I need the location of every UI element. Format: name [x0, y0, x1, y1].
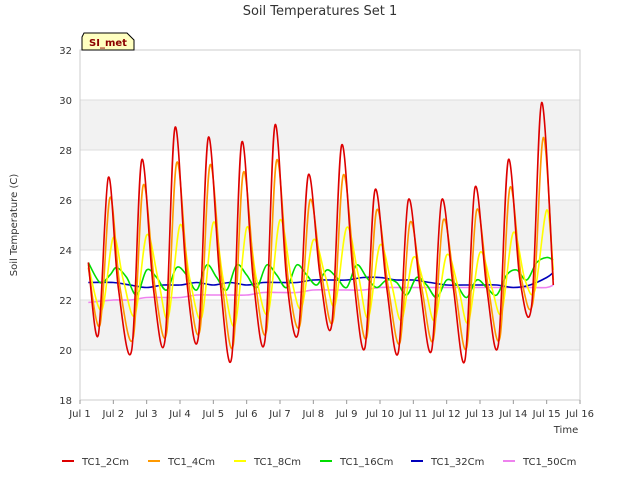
axes: [79, 49, 581, 401]
legend-label: TC1_8Cm: [253, 457, 301, 468]
x-tick-label: Jul 3: [135, 409, 158, 420]
x-tick-label: Jul 7: [268, 409, 291, 420]
badge-box: [81, 32, 135, 51]
series-line-tc1_2cm: [87, 101, 555, 364]
legend-label: TC1_4Cm: [167, 457, 215, 468]
x-tick-label: Jul 14: [498, 409, 527, 420]
x-tick-label: Jul 15: [532, 409, 561, 420]
plot-band: [80, 100, 580, 150]
y-tick-label: 18: [59, 396, 72, 407]
legend-item-tc1_16cm: TC1_16Cm: [320, 457, 393, 468]
chart-title: Soil Temperatures Set 1: [243, 4, 398, 19]
site-badge: SI_met: [81, 32, 135, 51]
y-tick-labels: 18 20 22 24 26 28 30 32: [59, 46, 72, 407]
legend-label: TC1_50Cm: [522, 457, 576, 468]
x-tick-label: Jul 16: [565, 409, 594, 420]
x-tick-label: Jul 12: [432, 409, 461, 420]
x-tick-label: Jul 4: [168, 409, 191, 420]
y-tick-label: 20: [59, 346, 72, 357]
series-lines: [87, 101, 555, 364]
legend-item-tc1_4cm: TC1_4Cm: [148, 457, 215, 468]
legend-item-tc1_2cm: TC1_2Cm: [62, 457, 129, 468]
legend-item-tc1_32cm: TC1_32Cm: [411, 457, 484, 468]
x-tick-label: Jul 11: [398, 409, 427, 420]
x-tick-label: Jul 1: [68, 409, 91, 420]
y-tick-label: 32: [59, 46, 72, 57]
legend-label: TC1_2Cm: [81, 457, 129, 468]
legend-label: TC1_32Cm: [430, 457, 484, 468]
badge-label: SI_met: [89, 38, 127, 49]
y-tick-label: 24: [59, 246, 72, 257]
plot-frame: [79, 49, 581, 401]
y-tick-label: 22: [59, 296, 72, 307]
x-tick-label: Jul 8: [302, 409, 325, 420]
x-axis-label: Time: [553, 425, 578, 436]
legend-label: TC1_16Cm: [339, 457, 393, 468]
x-tick-label: Jul 13: [465, 409, 494, 420]
x-tick-label: Jul 10: [365, 409, 394, 420]
legend-item-tc1_8cm: TC1_8Cm: [234, 457, 301, 468]
legend: TC1_2Cm TC1_4Cm TC1_8Cm TC1_16Cm TC1_32Cm TC1…: [62, 457, 576, 468]
y-tick-label: 30: [59, 96, 72, 107]
plot-band: [80, 200, 580, 250]
x-tick-label: Jul 2: [102, 409, 125, 420]
x-tick-label: Jul 9: [335, 409, 358, 420]
x-tick-label: Jul 5: [202, 409, 225, 420]
legend-item-tc1_50cm: TC1_50Cm: [503, 457, 576, 468]
y-tick-label: 28: [59, 146, 72, 157]
x-tick-label: Jul 6: [235, 409, 258, 420]
y-axis-label: Soil Temperature (C): [9, 174, 20, 277]
y-tick-label: 26: [59, 196, 72, 207]
x-tick-labels: Jul 1 Jul 2 Jul 3 Jul 4 Jul 5 Jul 6 Jul 7 Jul 8…: [68, 400, 594, 420]
series-line-tc1_50cm: [88, 284, 554, 304]
